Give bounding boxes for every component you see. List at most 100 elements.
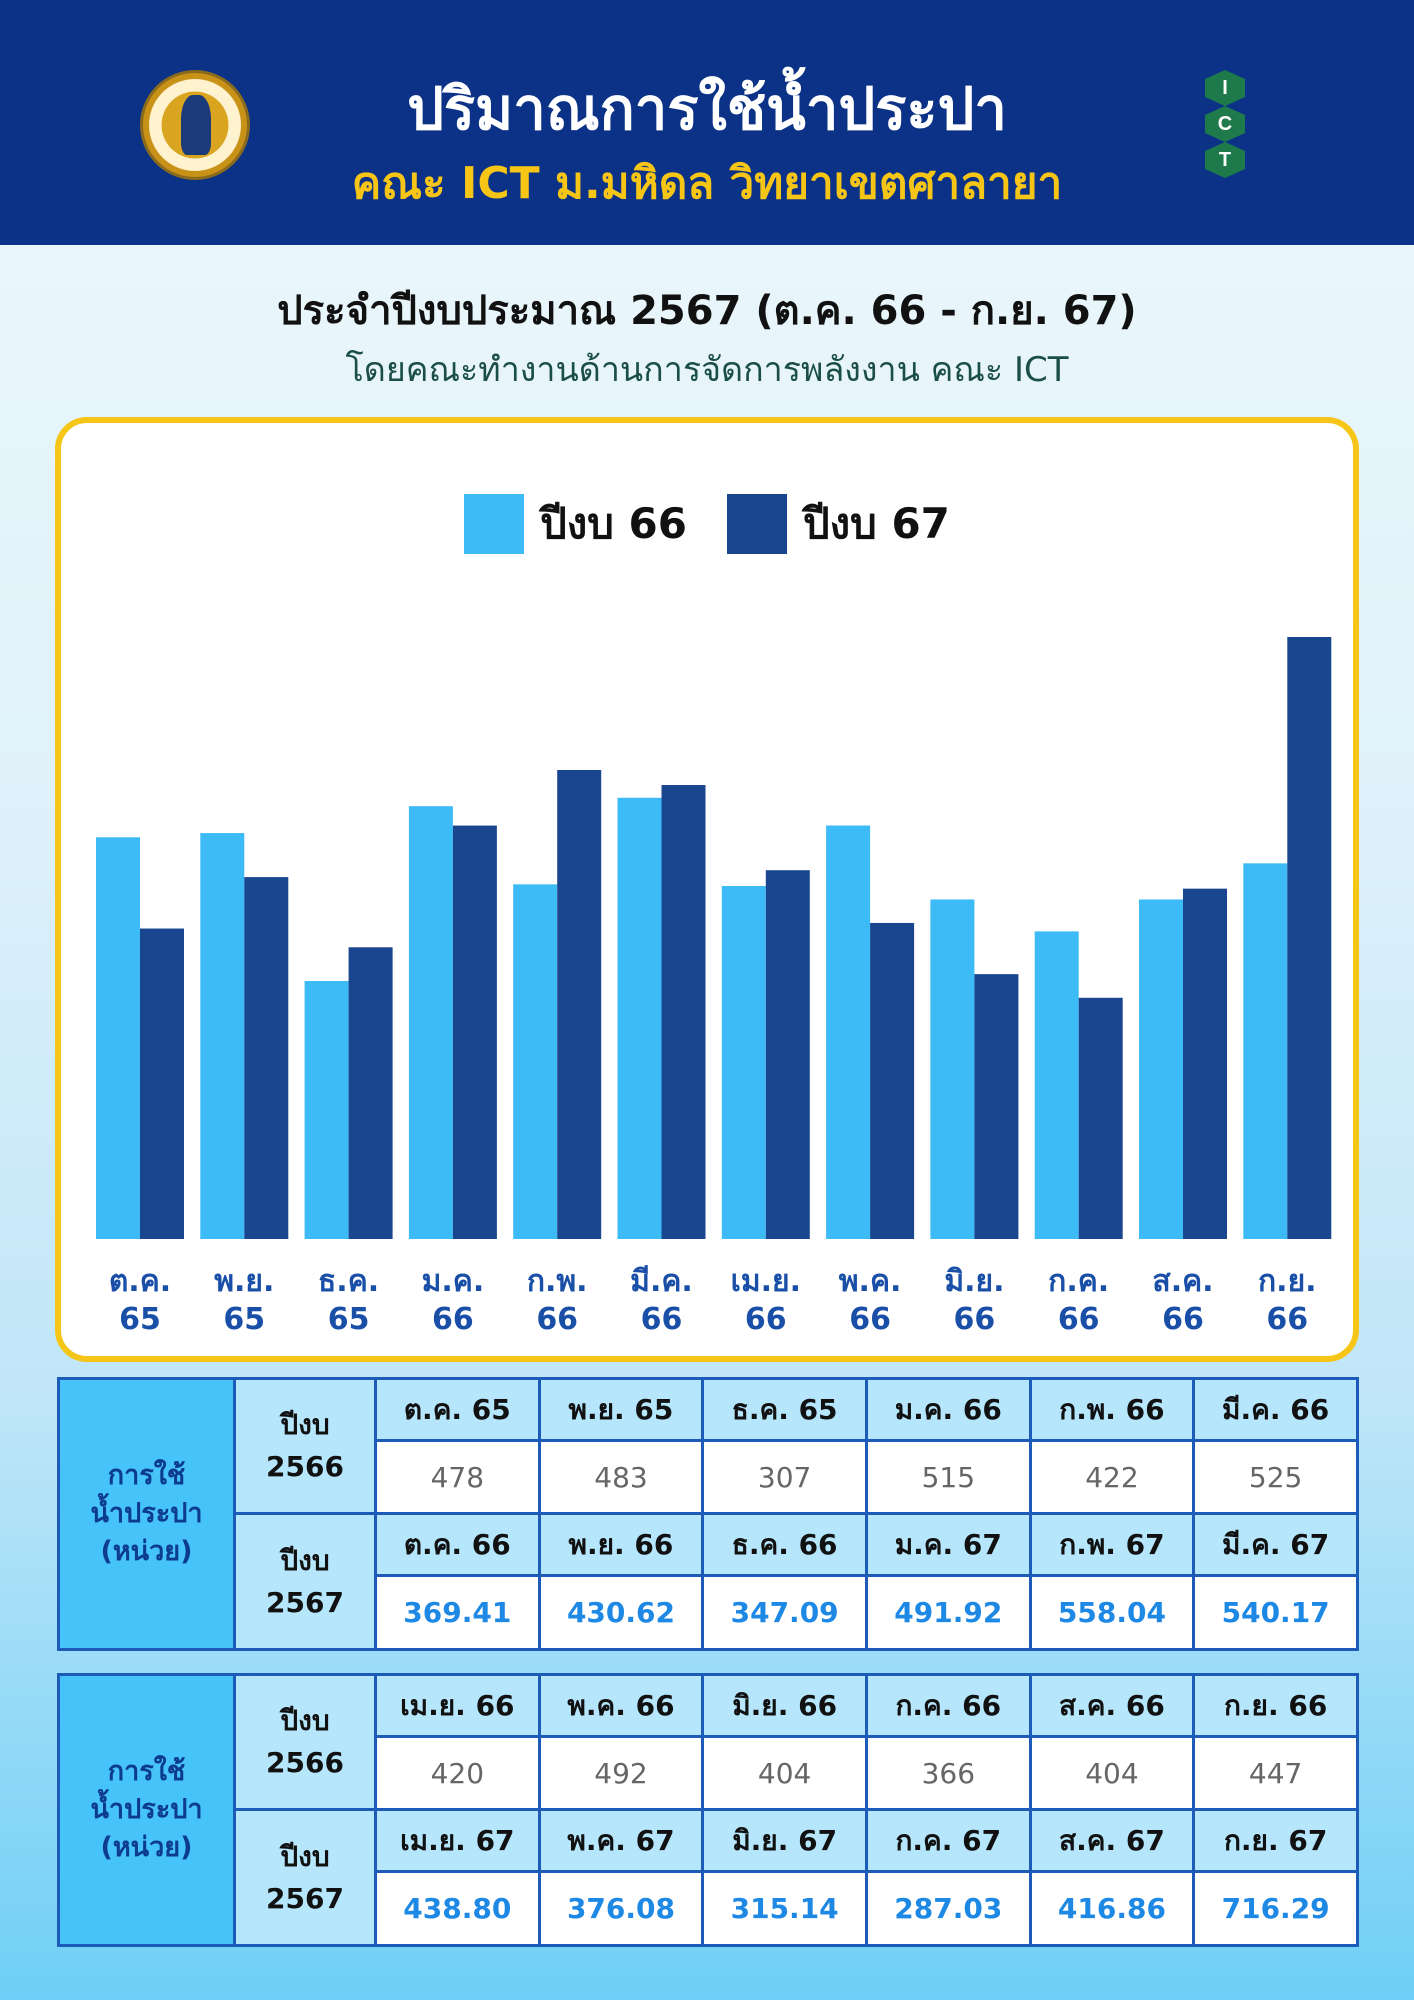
page-subtitle: คณะ ICT ม.มหิดล วิทยาเขตศาลายา <box>351 158 1063 209</box>
bar-fy66 <box>96 837 140 1239</box>
label-line: (หน่วย) <box>100 1831 193 1863</box>
bar-fy67 <box>348 947 393 1239</box>
month-header: มิ.ย. 66 <box>701 1673 868 1738</box>
value-cell: 430.62 <box>537 1574 705 1651</box>
month-header: ต.ค. 65 <box>374 1377 541 1442</box>
value-cell: 438.80 <box>374 1870 541 1947</box>
bar-fy67 <box>974 974 1019 1239</box>
ict-logo-letter: T <box>1205 142 1245 178</box>
x-tick-label: ม.ค. <box>422 1264 485 1299</box>
bar-fy66 <box>617 797 662 1239</box>
table-row: ปีงบ 2567 เม.ย. 67 พ.ค. 67 มิ.ย. 67 ก.ค. 67 ส.… <box>59 1808 1359 1947</box>
bar-fy66 <box>408 806 453 1239</box>
bar-fy67 <box>244 877 289 1239</box>
label-line: ปีงบ <box>280 1839 330 1873</box>
usage-table: การใช้ น้ำประปา (หน่วย) ปีงบ 2566 เม.ย. 66 พ.ค… <box>57 1673 1359 1947</box>
x-tick-label: 65 <box>328 1302 370 1337</box>
x-tick-label: มี.ค. <box>630 1264 693 1299</box>
mahidol-seal-logo <box>140 70 250 180</box>
x-tick-label: 66 <box>1162 1302 1204 1337</box>
bar-fy67 <box>870 922 915 1239</box>
value-cell: 287.03 <box>864 1870 1032 1947</box>
value-cell: 515 <box>864 1439 1032 1515</box>
x-tick-label: 66 <box>641 1302 683 1337</box>
ict-logo-letter: I <box>1205 70 1245 106</box>
legend-label: ปีงบ 67 <box>803 499 950 548</box>
month-header: พ.ย. 65 <box>537 1377 705 1442</box>
bar-fy67 <box>452 825 497 1239</box>
value-cell: 478 <box>374 1439 541 1515</box>
value-cell: 347.09 <box>701 1574 868 1651</box>
legend-swatch <box>464 494 525 554</box>
x-tick-label: 66 <box>745 1302 787 1337</box>
label-line: น้ำประปา <box>90 1794 203 1826</box>
table-row: การใช้ น้ำประปา (หน่วย) ปีงบ 2566 ต.ค. 65 พ.ย.… <box>57 1377 1359 1651</box>
usage-table: การใช้ น้ำประปา (หน่วย) ปีงบ 2566 ต.ค. 65 พ.ย.… <box>57 1377 1359 1651</box>
fiscal-year-label: ปีงบ 2567 <box>233 1808 377 1947</box>
value-cell: 376.08 <box>537 1870 705 1947</box>
month-header: ก.ย. 67 <box>1192 1808 1359 1873</box>
x-tick-label: ก.ย. <box>1258 1264 1317 1299</box>
fiscal-year-title: ประจำปีงบประมาณ 2567 (ต.ค. 66 - ก.ย. 67) <box>277 288 1137 334</box>
value-cell: 404 <box>1028 1735 1196 1811</box>
legend-item-fy66: ปีงบ 66 <box>464 491 687 557</box>
month-header: ก.ย. 66 <box>1192 1673 1359 1738</box>
x-tick-label: 66 <box>954 1302 996 1337</box>
value-cell: 366 <box>864 1735 1032 1811</box>
label-line: ปีงบ <box>280 1543 330 1577</box>
x-tick-label: ก.ค. <box>1048 1264 1109 1299</box>
x-tick-label: พ.ย. <box>214 1264 274 1299</box>
x-tick-label: ส.ค. <box>1152 1264 1213 1299</box>
x-tick-label: 66 <box>432 1302 474 1337</box>
month-header: มิ.ย. 67 <box>701 1808 868 1873</box>
label-line: 2566 <box>266 1450 344 1483</box>
legend-swatch <box>727 494 787 554</box>
fiscal-year-label: ปีงบ 2566 <box>233 1673 377 1811</box>
x-tick-label: 66 <box>1266 1302 1308 1337</box>
header-banner: ปริมาณการใช้น้ำประปา คณะ ICT ม.มหิดล วิท… <box>0 0 1414 245</box>
bar-fy67 <box>140 928 184 1239</box>
bar-fy67 <box>557 769 602 1239</box>
value-cell: 369.41 <box>374 1574 541 1651</box>
bar-fy66 <box>721 886 766 1239</box>
month-header: มี.ค. 67 <box>1192 1512 1359 1577</box>
bar-fy67 <box>1287 637 1332 1239</box>
x-tick-label: ธ.ค. <box>318 1264 379 1299</box>
bar-fy66 <box>513 884 558 1239</box>
month-header: ธ.ค. 65 <box>701 1377 868 1442</box>
value-cell: 416.86 <box>1028 1870 1196 1947</box>
value-cell: 422 <box>1028 1439 1196 1515</box>
bar-fy66 <box>304 980 349 1239</box>
x-tick-label: 65 <box>223 1302 265 1337</box>
value-cell: 404 <box>701 1735 868 1811</box>
bar-fy66 <box>1243 863 1288 1239</box>
label-line: น้ำประปา <box>90 1498 203 1530</box>
month-header: เม.ย. 66 <box>374 1673 541 1738</box>
x-tick-label: พ.ค. <box>839 1264 902 1299</box>
x-tick-label: มิ.ย. <box>944 1264 1004 1299</box>
bar-fy67 <box>1183 888 1227 1239</box>
month-header: พ.ค. 66 <box>537 1673 705 1738</box>
value-cell: 716.29 <box>1192 1870 1359 1947</box>
ict-logo-letter: C <box>1205 106 1245 142</box>
bar-fy66 <box>1139 899 1183 1239</box>
month-header: ม.ค. 66 <box>864 1377 1032 1442</box>
bar-fy67 <box>661 785 706 1239</box>
x-tick-label: 66 <box>849 1302 891 1337</box>
x-tick-label: เม.ย. <box>731 1264 801 1299</box>
label-line: การใช้ <box>107 1460 186 1492</box>
label-line: 2567 <box>266 1881 344 1915</box>
table-row: 420 492 404 366 404 447 <box>59 1735 1359 1811</box>
month-header: ส.ค. 67 <box>1028 1808 1196 1873</box>
label-line: ปีงบ <box>280 1704 330 1737</box>
by-line: โดยคณะทำงานด้านการจัดการพลังงาน คณะ ICT <box>345 350 1069 390</box>
month-header: ต.ค. 66 <box>374 1512 541 1577</box>
chart-panel: ต.ค. 65 พ.ย. 65 ธ.ค. 65 ม.ค. 66 ก.พ. 66 มี.ค. 66 เม.… <box>55 417 1359 1362</box>
label-line: 2566 <box>266 1746 344 1779</box>
x-tick-label: 65 <box>119 1302 161 1337</box>
month-header: เม.ย. 67 <box>374 1808 541 1873</box>
month-header: มี.ค. 66 <box>1192 1377 1359 1442</box>
month-header: ธ.ค. 66 <box>701 1512 868 1577</box>
bar-fy66 <box>826 825 871 1239</box>
month-header: ก.ค. 67 <box>864 1808 1032 1873</box>
